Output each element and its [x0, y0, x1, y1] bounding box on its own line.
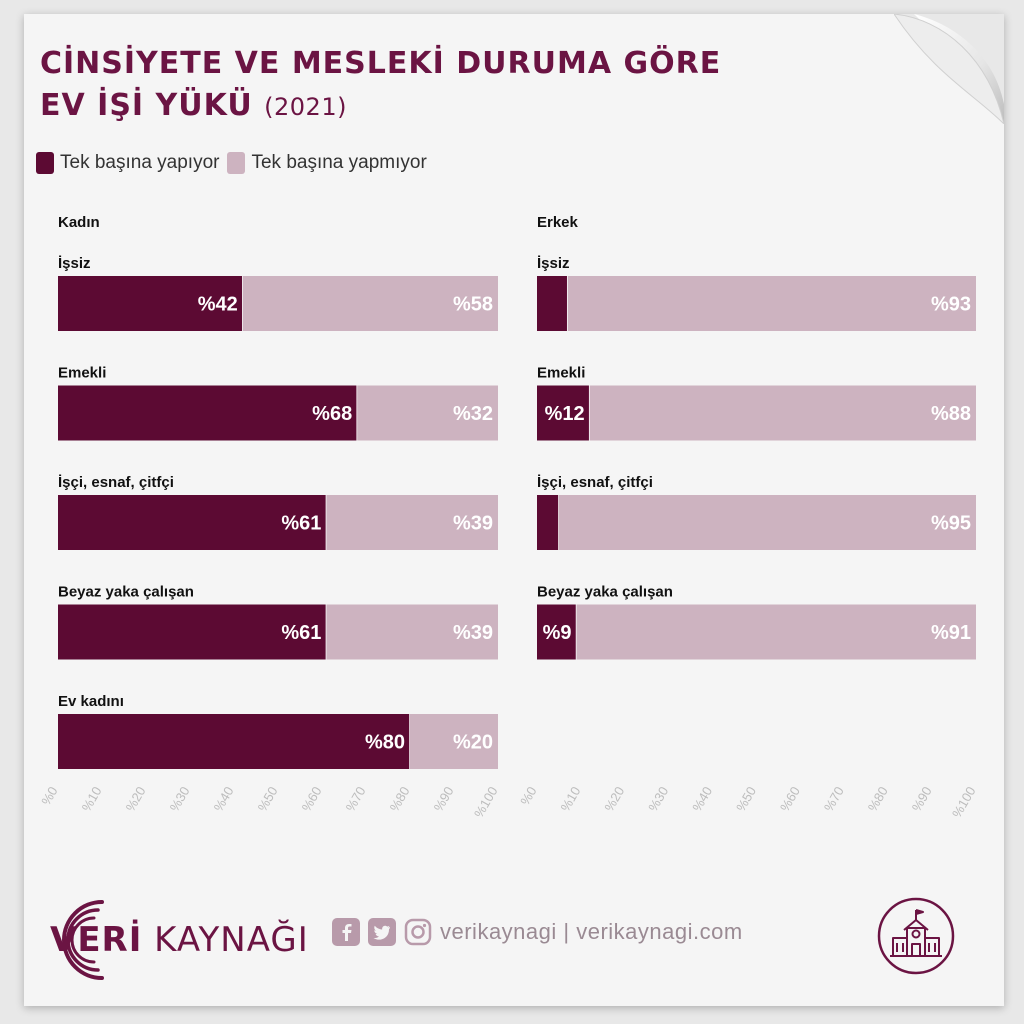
x-tick-label: %40 — [689, 784, 715, 814]
school-building-icon — [877, 897, 955, 975]
x-tick-label: %50 — [733, 784, 759, 814]
category-label: Emekli — [58, 365, 106, 382]
category-label: Beyaz yaka çalışan — [537, 584, 673, 601]
data-label: %39 — [453, 622, 493, 644]
data-label: %91 — [931, 622, 971, 644]
x-tick-label: %30 — [167, 784, 193, 814]
brand-name: VERİ KAYNAĞI — [50, 920, 309, 960]
x-tick-label: %60 — [777, 784, 803, 814]
bar-segment — [326, 495, 498, 550]
bar-segment — [58, 385, 358, 441]
x-tick-label: %90 — [431, 784, 457, 814]
chart-title-year: (2021) — [264, 93, 347, 121]
category-label: İşçi, esnaf, çitfçi — [58, 474, 174, 491]
data-label: %20 — [453, 732, 493, 754]
social-links: verikaynagi | verikaynagi.com — [332, 918, 743, 946]
bar-segment — [326, 604, 498, 660]
x-tick-label: %80 — [387, 784, 413, 814]
data-label: %61 — [281, 622, 321, 644]
x-tick-label: %0 — [517, 784, 539, 808]
chart-title-main: EV İŞİ YÜKÜ — [40, 88, 253, 123]
x-tick-label: %40 — [211, 784, 237, 814]
chart-title-line2: EV İŞİ YÜKÜ (2021) — [40, 88, 347, 123]
x-tick-label: %90 — [909, 784, 935, 814]
bar-segment — [589, 385, 976, 441]
page-curl — [894, 14, 1004, 124]
bar-segment — [537, 385, 590, 441]
data-label: %80 — [365, 732, 405, 754]
bar-segment — [58, 495, 327, 550]
x-tick-label: %100 — [471, 784, 501, 820]
legend-swatch-yapmiyor — [227, 152, 246, 174]
instagram-icon[interactable] — [404, 918, 432, 946]
twitter-icon[interactable] — [368, 918, 396, 946]
bar-segment — [242, 276, 498, 331]
x-tick-label: %70 — [343, 784, 369, 814]
category-label: İşsiz — [58, 255, 91, 272]
legend-item-yapiyor: Tek başına yapıyor — [36, 152, 219, 174]
data-label: %9 — [543, 622, 572, 644]
facebook-icon[interactable] — [332, 918, 360, 946]
x-tick-label: %20 — [601, 784, 627, 814]
category-label: İşçi, esnaf, çitfçi — [537, 474, 653, 491]
bar-segment — [58, 604, 327, 660]
bar-segment — [357, 385, 498, 441]
x-tick-label: %20 — [123, 784, 149, 814]
veri-kaynagi-logo-mark — [62, 900, 104, 980]
bar-segment — [537, 604, 577, 660]
category-label: Emekli — [537, 365, 585, 382]
brand-name-bold: VERİ — [50, 920, 143, 960]
category-label: Ev kadını — [58, 693, 124, 710]
x-tick-label: %80 — [865, 784, 891, 814]
bar-segment — [567, 276, 976, 331]
data-label: %39 — [453, 513, 493, 535]
data-label: %95 — [931, 513, 971, 535]
x-tick-label: %0 — [38, 784, 60, 808]
social-handle-text: verikaynagi | verikaynagi.com — [440, 919, 743, 944]
bar-segment — [558, 495, 976, 550]
category-label: Beyaz yaka çalışan — [58, 584, 194, 601]
bar-segment — [537, 495, 559, 550]
data-label: %12 — [545, 403, 585, 425]
data-label: %93 — [931, 294, 971, 316]
x-tick-label: %70 — [821, 784, 847, 814]
bar-segment — [58, 276, 243, 331]
legend-item-yapmiyor: Tek başına yapmıyor — [227, 152, 427, 174]
x-tick-label: %60 — [299, 784, 325, 814]
chart-title-line1: CİNSİYETE VE MESLEKİ DURUMA GÖRE — [40, 46, 722, 81]
x-tick-label: %30 — [645, 784, 671, 814]
bar-segment — [537, 276, 568, 331]
bar-segment — [58, 714, 410, 769]
bar-segment — [410, 714, 498, 769]
x-tick-label: %10 — [557, 784, 583, 814]
legend-label-yapmiyor: Tek başına yapmıyor — [251, 152, 427, 173]
x-tick-label: %50 — [255, 784, 281, 814]
data-label: %88 — [931, 403, 971, 425]
x-tick-label: %100 — [949, 784, 979, 820]
data-label: %61 — [281, 513, 321, 535]
panel-title-kadin: Kadın — [58, 214, 100, 231]
data-label: %32 — [453, 403, 493, 425]
legend: Tek başına yapıyor Tek başına yapmıyor — [36, 152, 435, 174]
bar-segment — [576, 604, 976, 660]
brand-name-regular: KAYNAĞI — [142, 920, 309, 960]
data-label: %42 — [198, 294, 238, 316]
legend-label-yapiyor: Tek başına yapıyor — [60, 152, 220, 173]
panel-title-erkek: Erkek — [537, 214, 578, 231]
category-label: İşsiz — [537, 255, 570, 272]
x-tick-label: %10 — [79, 784, 105, 814]
data-label: %68 — [312, 403, 352, 425]
legend-swatch-yapiyor — [36, 152, 54, 174]
data-label: %58 — [453, 294, 493, 316]
